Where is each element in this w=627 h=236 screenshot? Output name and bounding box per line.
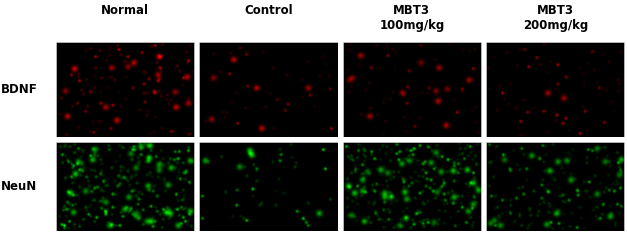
Text: Control: Control	[244, 4, 293, 17]
Text: MBT3
100mg/kg: MBT3 100mg/kg	[379, 4, 445, 32]
Text: Normal: Normal	[101, 4, 149, 17]
Text: MBT3
200mg/kg: MBT3 200mg/kg	[523, 4, 588, 32]
Text: BDNF: BDNF	[1, 83, 38, 96]
Text: NeuN: NeuN	[1, 180, 38, 193]
